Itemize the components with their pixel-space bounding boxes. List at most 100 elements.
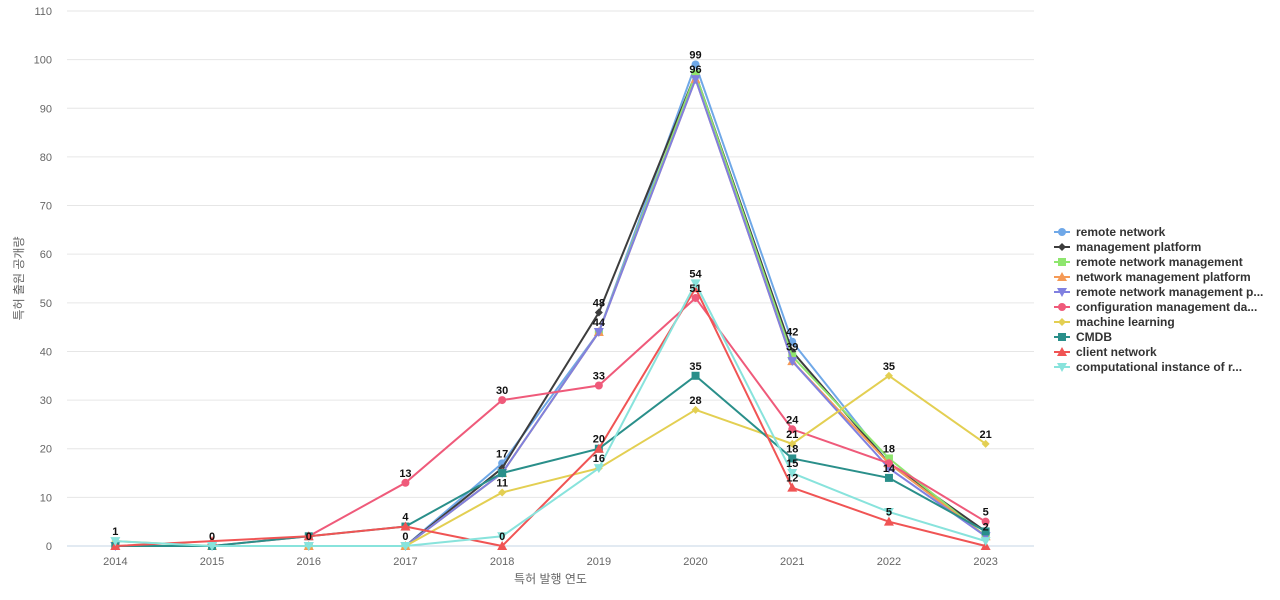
data-point xyxy=(497,532,508,542)
legend-item[interactable]: remote network xyxy=(1054,224,1263,239)
data-label: 35 xyxy=(689,361,701,373)
data-label: 17 xyxy=(496,448,508,460)
legend-item[interactable]: remote network management xyxy=(1054,254,1263,269)
data-point xyxy=(883,516,894,526)
data-point xyxy=(401,478,410,487)
data-point xyxy=(787,482,798,492)
legend-label: management platform xyxy=(1076,239,1202,254)
x-tick-label: 2014 xyxy=(103,556,127,568)
data-label: 33 xyxy=(593,371,605,383)
y-tick-label: 20 xyxy=(40,444,52,456)
x-tick-label: 2021 xyxy=(780,556,804,568)
legend-item[interactable]: management platform xyxy=(1054,239,1263,254)
legend-label: CMDB xyxy=(1076,329,1112,344)
legend-marker-icon xyxy=(1054,257,1070,266)
data-label: 0 xyxy=(402,531,408,543)
series-line xyxy=(115,374,987,547)
legend-label: remote network xyxy=(1076,224,1166,239)
legend-item[interactable]: network management platform xyxy=(1054,269,1263,284)
data-point xyxy=(497,541,508,550)
data-point xyxy=(594,381,603,390)
data-label: 13 xyxy=(399,468,411,480)
data-label: 2 xyxy=(983,521,989,533)
legend-marker-icon xyxy=(1054,287,1070,297)
legend-label: configuration management da... xyxy=(1076,299,1258,314)
legend-item[interactable]: client network xyxy=(1054,344,1263,359)
y-tick-label: 70 xyxy=(40,201,52,213)
x-axis-title: 특허 발행 연도 xyxy=(514,571,587,586)
data-label: 16 xyxy=(593,453,605,465)
data-point xyxy=(400,542,411,551)
data-point xyxy=(594,308,603,317)
data-label: 21 xyxy=(980,429,992,441)
data-label: 96 xyxy=(689,64,701,76)
legend-label: machine learning xyxy=(1076,314,1175,329)
data-label: 11 xyxy=(496,478,508,490)
y-tick-label: 40 xyxy=(40,346,52,358)
legend-item[interactable]: remote network management p... xyxy=(1054,284,1263,299)
data-point xyxy=(980,537,991,547)
data-point xyxy=(787,357,798,367)
data-label: 51 xyxy=(689,283,701,295)
series-3 xyxy=(110,74,991,550)
x-tick-label: 2019 xyxy=(587,556,611,568)
y-tick-label: 60 xyxy=(40,249,52,261)
data-point xyxy=(788,454,797,463)
legend-marker-icon xyxy=(1054,227,1070,236)
data-point xyxy=(593,328,604,337)
data-label: 12 xyxy=(786,473,798,485)
x-tick-label: 2018 xyxy=(490,556,514,568)
data-point xyxy=(593,443,604,453)
series-line xyxy=(115,286,986,548)
data-point xyxy=(691,293,700,302)
y-tick-label: 100 xyxy=(34,55,52,67)
series-line xyxy=(115,76,987,547)
data-point xyxy=(400,521,411,531)
legend-label: remote network management p... xyxy=(1076,284,1264,299)
y-tick-label: 50 xyxy=(40,298,52,310)
data-point xyxy=(110,537,121,547)
data-point xyxy=(303,531,314,541)
legend-item[interactable]: configuration management da... xyxy=(1054,299,1263,314)
legend-label: remote network management xyxy=(1076,254,1243,269)
legend-item[interactable]: machine learning xyxy=(1054,314,1263,329)
series-8 xyxy=(110,283,991,550)
data-point xyxy=(691,371,700,380)
series-line xyxy=(115,71,987,547)
legend-marker-icon xyxy=(1054,317,1070,326)
data-label: 35 xyxy=(883,361,895,373)
data-label: 21 xyxy=(786,429,798,441)
y-axis-title: 특허 출원 공개량 xyxy=(12,237,26,321)
legend-marker xyxy=(1058,332,1066,341)
data-point xyxy=(690,75,701,85)
data-point xyxy=(884,473,893,482)
data-point xyxy=(981,517,990,526)
data-label: 54 xyxy=(689,268,702,280)
data-point xyxy=(981,439,990,448)
data-point xyxy=(498,469,507,478)
legend-item[interactable]: CMDB xyxy=(1054,329,1263,344)
data-label: 48 xyxy=(593,298,605,310)
x-tick-label: 2020 xyxy=(683,556,707,568)
legend-marker xyxy=(1057,362,1067,372)
data-label: 5 xyxy=(886,507,892,519)
data-label: 20 xyxy=(593,434,605,446)
legend-marker-icon xyxy=(1054,332,1070,341)
legend-marker xyxy=(1057,346,1067,356)
data-point xyxy=(884,371,893,380)
y-tick-label: 0 xyxy=(46,541,52,553)
series-9 xyxy=(110,279,991,551)
data-point xyxy=(691,60,700,69)
data-point xyxy=(788,439,797,448)
y-tick-label: 30 xyxy=(40,395,52,407)
data-point xyxy=(498,396,507,405)
legend-item[interactable]: computational instance of r... xyxy=(1054,359,1263,374)
data-label: 30 xyxy=(496,385,508,397)
legend-label: computational instance of r... xyxy=(1076,359,1243,374)
data-point xyxy=(207,542,218,551)
x-tick-label: 2015 xyxy=(200,556,224,568)
data-label: 14 xyxy=(883,463,896,475)
x-tick-label: 2016 xyxy=(297,556,321,568)
data-label: 99 xyxy=(689,50,701,62)
